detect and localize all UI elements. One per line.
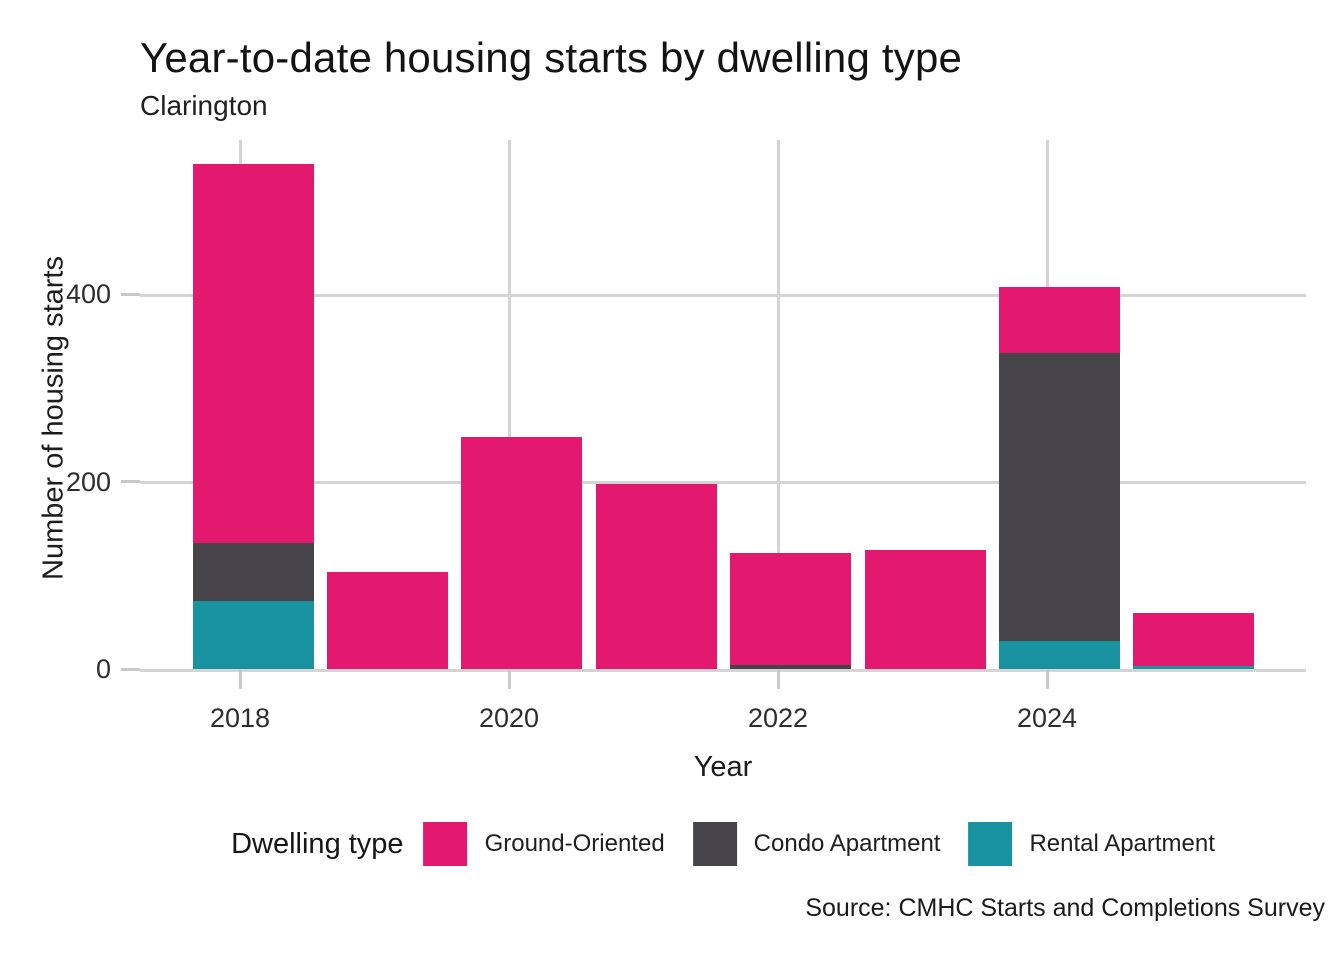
legend-label: Condo Apartment — [753, 830, 941, 857]
chart-title: Year-to-date housing starts by dwelling … — [140, 34, 963, 81]
x-tick-mark-2018 — [238, 670, 242, 689]
bar-segment-2023-ground-oriented — [864, 550, 986, 669]
vertical-gridline-2022 — [776, 140, 780, 670]
horizontal-gridline-0 — [140, 668, 1306, 672]
bar-segment-2024-condo-apartment — [998, 352, 1120, 641]
bar-segment-2022-ground-oriented — [730, 552, 852, 666]
y-tick-label-0: 0 — [95, 654, 111, 684]
bar-2024 — [998, 286, 1120, 669]
chart-subtitle: Clarington — [140, 90, 268, 121]
bar-2019 — [326, 571, 448, 669]
y-tick-mark-400 — [121, 292, 140, 296]
horizontal-gridline-400 — [140, 293, 1306, 297]
bar-segment-2020-ground-oriented — [461, 436, 583, 669]
legend-label: Ground-Oriented — [484, 830, 665, 857]
legend: Dwelling type Ground-Oriented Condo Apart… — [231, 821, 1215, 867]
bar-segment-2018-condo-apartment — [192, 542, 314, 601]
x-tick-mark-2020 — [507, 670, 511, 689]
bar-segment-2019-ground-oriented — [326, 571, 448, 669]
x-tick-mark-2024 — [1045, 670, 1049, 689]
bar-2020 — [461, 436, 583, 669]
bar-2018 — [192, 164, 314, 669]
bar-segment-2022-condo-apartment — [730, 665, 852, 669]
bar-2022 — [730, 552, 852, 669]
legend-label: Rental Apartment — [1029, 830, 1215, 857]
legend-item-rental-apartment: Rental Apartment — [968, 822, 1215, 866]
bar-segment-2018-ground-oriented — [192, 164, 314, 543]
bar-segment-2024-rental-apartment — [998, 640, 1120, 669]
bar-2021 — [595, 483, 717, 669]
legend-item-ground-oriented: Ground-Oriented — [423, 822, 665, 866]
y-tick-label-400: 400 — [65, 279, 111, 310]
y-axis-title: Number of housing starts — [37, 256, 70, 580]
bar-segment-2024-ground-oriented — [998, 286, 1120, 353]
x-tick-label-2020: 2020 — [478, 703, 540, 733]
x-axis-title: Year — [693, 751, 753, 783]
x-tick-label-2022: 2022 — [747, 703, 809, 733]
x-tick-label-2024: 2024 — [1016, 703, 1078, 733]
bar-2025 — [1133, 612, 1255, 669]
bar-segment-2021-ground-oriented — [595, 483, 717, 669]
bar-segment-2025-rental-apartment — [1133, 666, 1255, 669]
x-tick-label-2018: 2018 — [209, 703, 271, 733]
bar-segment-2025-ground-oriented — [1133, 612, 1255, 667]
legend-item-condo-apartment: Condo Apartment — [692, 822, 941, 866]
x-tick-mark-2022 — [776, 670, 780, 689]
y-tick-mark-0 — [121, 667, 140, 671]
bar-2023 — [864, 550, 986, 669]
legend-swatch-condo-apartment — [692, 822, 737, 866]
legend-swatch-ground-oriented — [423, 822, 468, 866]
bar-segment-2018-rental-apartment — [192, 600, 314, 669]
vertical-gridline-2020 — [507, 140, 511, 670]
y-tick-mark-200 — [121, 480, 140, 484]
horizontal-gridline-200 — [140, 481, 1306, 485]
legend-title: Dwelling type — [231, 827, 404, 860]
source-note: Source: CMHC Starts and Completions Surv… — [805, 894, 1325, 922]
legend-swatch-rental-apartment — [968, 822, 1013, 866]
plot-area — [140, 140, 1306, 672]
y-tick-label-200: 200 — [65, 466, 111, 497]
